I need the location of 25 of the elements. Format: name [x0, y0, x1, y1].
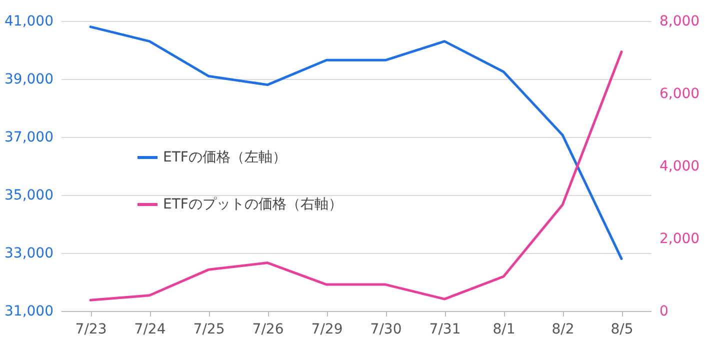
line-series [89, 26, 623, 260]
y-tick-label: 35,000 [4, 188, 54, 204]
y2-tick-label: 2,000 [660, 231, 700, 247]
y2-tick-label: 8,000 [660, 14, 700, 30]
x-tick-label: 8/5 [610, 322, 634, 338]
line-series [89, 50, 623, 302]
y-tick-label: 31,000 [4, 304, 54, 320]
x-tick-label: 8/2 [552, 322, 574, 338]
y-tick-label: 37,000 [4, 130, 54, 146]
y-tick-label: 33,000 [4, 246, 54, 262]
x-tick-label: 7/30 [370, 322, 402, 338]
x-tick-label: 7/29 [311, 322, 343, 338]
y2-tick-label: 0 [660, 304, 668, 320]
legend-label: ETFの価格（左軸） [163, 150, 286, 166]
y2-tick-label: 6,000 [660, 86, 700, 102]
x-tick-label: 7/26 [252, 322, 284, 338]
x-tick-label: 7/23 [75, 322, 107, 338]
y-tick-label: 39,000 [4, 72, 54, 88]
x-tick-label: 7/24 [134, 322, 166, 338]
y2-tick-label: 4,000 [660, 158, 700, 174]
x-tick-label: 7/31 [429, 322, 461, 338]
legend-label: ETFのプットの価格（右軸） [163, 196, 342, 212]
y-tick-label: 41,000 [4, 14, 54, 30]
x-tick-label: 7/25 [193, 322, 225, 338]
x-tick-label: 8/1 [492, 322, 516, 338]
